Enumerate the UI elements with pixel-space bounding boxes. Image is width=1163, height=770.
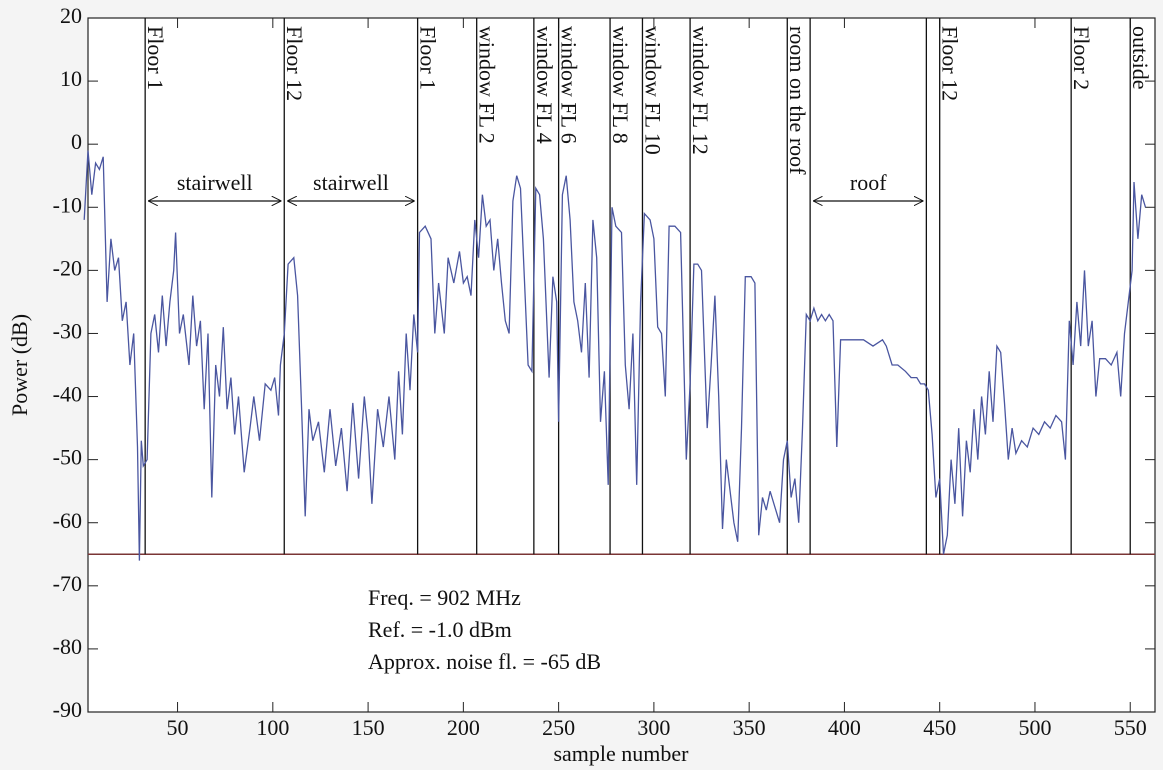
marker-label: Floor 12	[938, 26, 963, 101]
note: Freq. = 902 MHz	[368, 585, 521, 610]
y-tick-label: 0	[71, 129, 82, 154]
note: Approx. noise fl. = -65 dB	[368, 649, 601, 674]
x-tick-label: 450	[923, 715, 956, 740]
marker-label: Floor 1	[143, 26, 168, 90]
y-tick-label: 10	[60, 66, 82, 91]
y-axis-label: Power (dB)	[7, 314, 32, 416]
x-tick-label: 200	[447, 715, 480, 740]
y-tick-label: -30	[53, 319, 82, 344]
y-tick-label: -20	[53, 255, 82, 280]
span-label: stairwell	[177, 170, 253, 195]
y-tick-label: -80	[53, 634, 82, 659]
span-label: stairwell	[313, 170, 389, 195]
marker-label: window FL 8	[608, 26, 633, 144]
plot-area	[87, 17, 1156, 713]
y-tick-label: -10	[53, 192, 82, 217]
x-tick-label: 150	[352, 715, 385, 740]
x-tick-label: 300	[637, 715, 670, 740]
y-tick-label: -90	[53, 697, 82, 722]
marker-label: window FL 12	[688, 26, 713, 155]
marker-label: Floor 1	[416, 26, 441, 90]
marker-label: window FL 6	[557, 26, 582, 144]
x-tick-label: 350	[733, 715, 766, 740]
marker-label: window FL 4	[532, 26, 557, 144]
marker-label: window FL 10	[640, 26, 665, 155]
span-label: roof	[850, 170, 887, 195]
marker-label: outside	[1128, 26, 1153, 90]
marker-label: room on the roof	[785, 26, 810, 175]
marker-label: Floor 12	[282, 26, 307, 101]
x-tick-label: 550	[1114, 715, 1147, 740]
y-tick-label: -70	[53, 571, 82, 596]
note: Ref. = -1.0 dBm	[368, 617, 512, 642]
x-tick-label: 100	[256, 715, 289, 740]
y-tick-label: 20	[60, 3, 82, 28]
x-tick-label: 500	[1018, 715, 1051, 740]
x-tick-label: 50	[167, 715, 189, 740]
marker-label: Floor 2	[1069, 26, 1094, 90]
y-tick-label: -50	[53, 445, 82, 470]
y-tick-label: -40	[53, 382, 82, 407]
data-line	[83, 150, 1147, 561]
x-tick-label: 400	[828, 715, 861, 740]
marker-label: window FL 2	[475, 26, 500, 144]
x-tick-label: 250	[542, 715, 575, 740]
y-tick-label: -60	[53, 508, 82, 533]
x-axis-label: sample number	[553, 741, 689, 766]
